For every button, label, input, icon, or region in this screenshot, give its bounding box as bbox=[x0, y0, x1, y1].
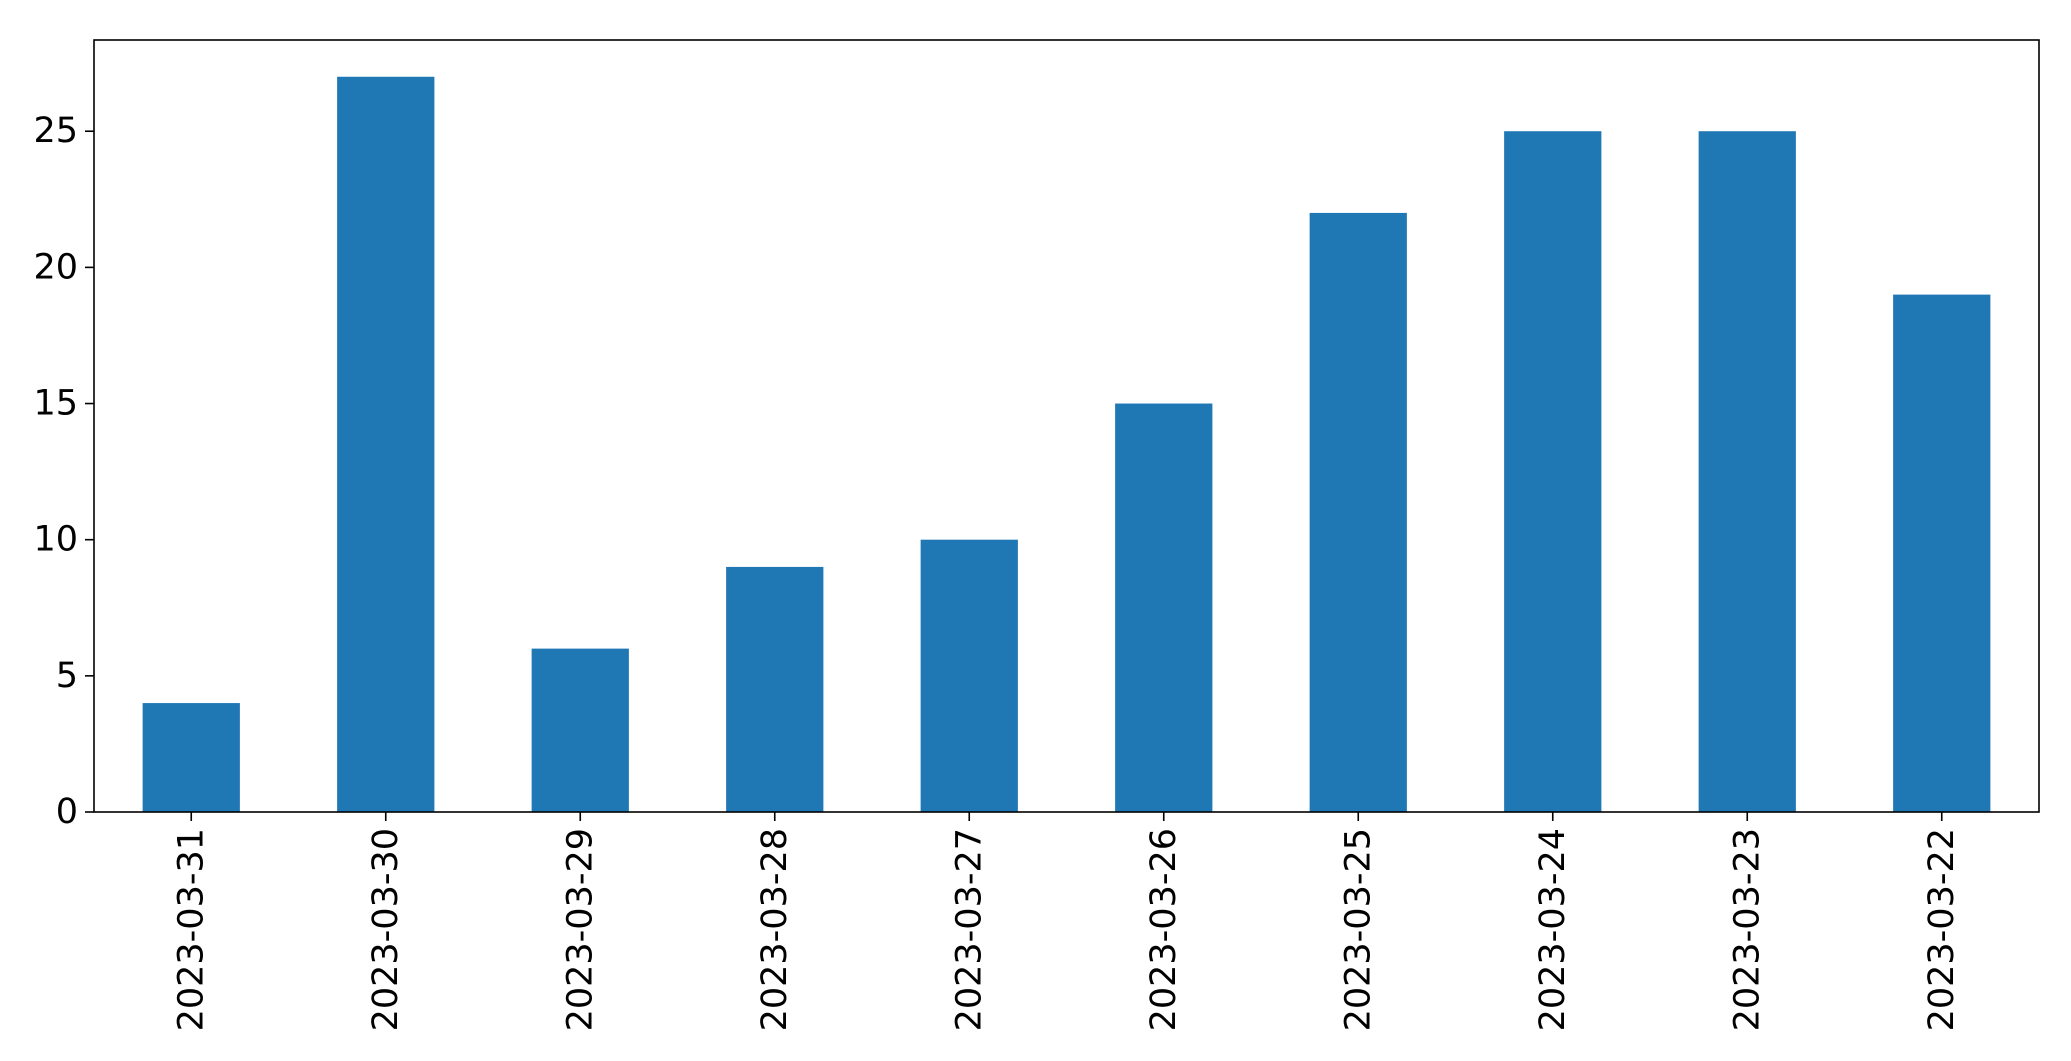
x-tick-label-2023-03-30: 2023-03-30 bbox=[366, 828, 406, 1031]
bar-2023-03-22 bbox=[1893, 294, 1991, 812]
bar-2023-03-24 bbox=[1504, 131, 1602, 813]
x-tick-label-2023-03-22: 2023-03-22 bbox=[1922, 828, 1962, 1031]
y-tick-label-15: 15 bbox=[33, 384, 78, 424]
bar-2023-03-23 bbox=[1698, 131, 1796, 813]
bar-2023-03-25 bbox=[1309, 212, 1407, 813]
bar-2023-03-31 bbox=[142, 703, 240, 812]
y-tick-label-0: 0 bbox=[56, 792, 78, 832]
bar-2023-03-30 bbox=[337, 76, 435, 812]
x-tick-label-2023-03-24: 2023-03-24 bbox=[1533, 828, 1573, 1031]
x-axis: 2023-03-31 2023-03-30 2023-03-29 2023-03-28… bbox=[171, 812, 1962, 1031]
x-tick-label-2023-03-23: 2023-03-23 bbox=[1727, 828, 1767, 1031]
x-tick-label-2023-03-28: 2023-03-28 bbox=[755, 828, 795, 1031]
bar-2023-03-28 bbox=[726, 566, 824, 812]
x-tick-label-2023-03-27: 2023-03-27 bbox=[949, 828, 989, 1031]
axes-frame bbox=[93, 39, 2040, 813]
x-tick-label-2023-03-31: 2023-03-31 bbox=[171, 828, 211, 1031]
bar-2023-03-29 bbox=[531, 648, 629, 812]
bar-2023-03-26 bbox=[1115, 403, 1213, 812]
y-axis: 0 5 10 15 20 25 bbox=[33, 111, 94, 832]
y-tick-label-20: 20 bbox=[33, 247, 78, 287]
bar-2023-03-27 bbox=[920, 539, 1018, 812]
bars-group bbox=[142, 76, 1991, 813]
y-tick-label-10: 10 bbox=[33, 520, 78, 560]
x-tick-label-2023-03-25: 2023-03-25 bbox=[1338, 828, 1378, 1031]
x-tick-label-2023-03-29: 2023-03-29 bbox=[560, 828, 600, 1031]
y-tick-label-25: 25 bbox=[33, 111, 78, 151]
x-tick-label-2023-03-26: 2023-03-26 bbox=[1144, 828, 1184, 1031]
y-tick-label-5: 5 bbox=[56, 656, 78, 696]
